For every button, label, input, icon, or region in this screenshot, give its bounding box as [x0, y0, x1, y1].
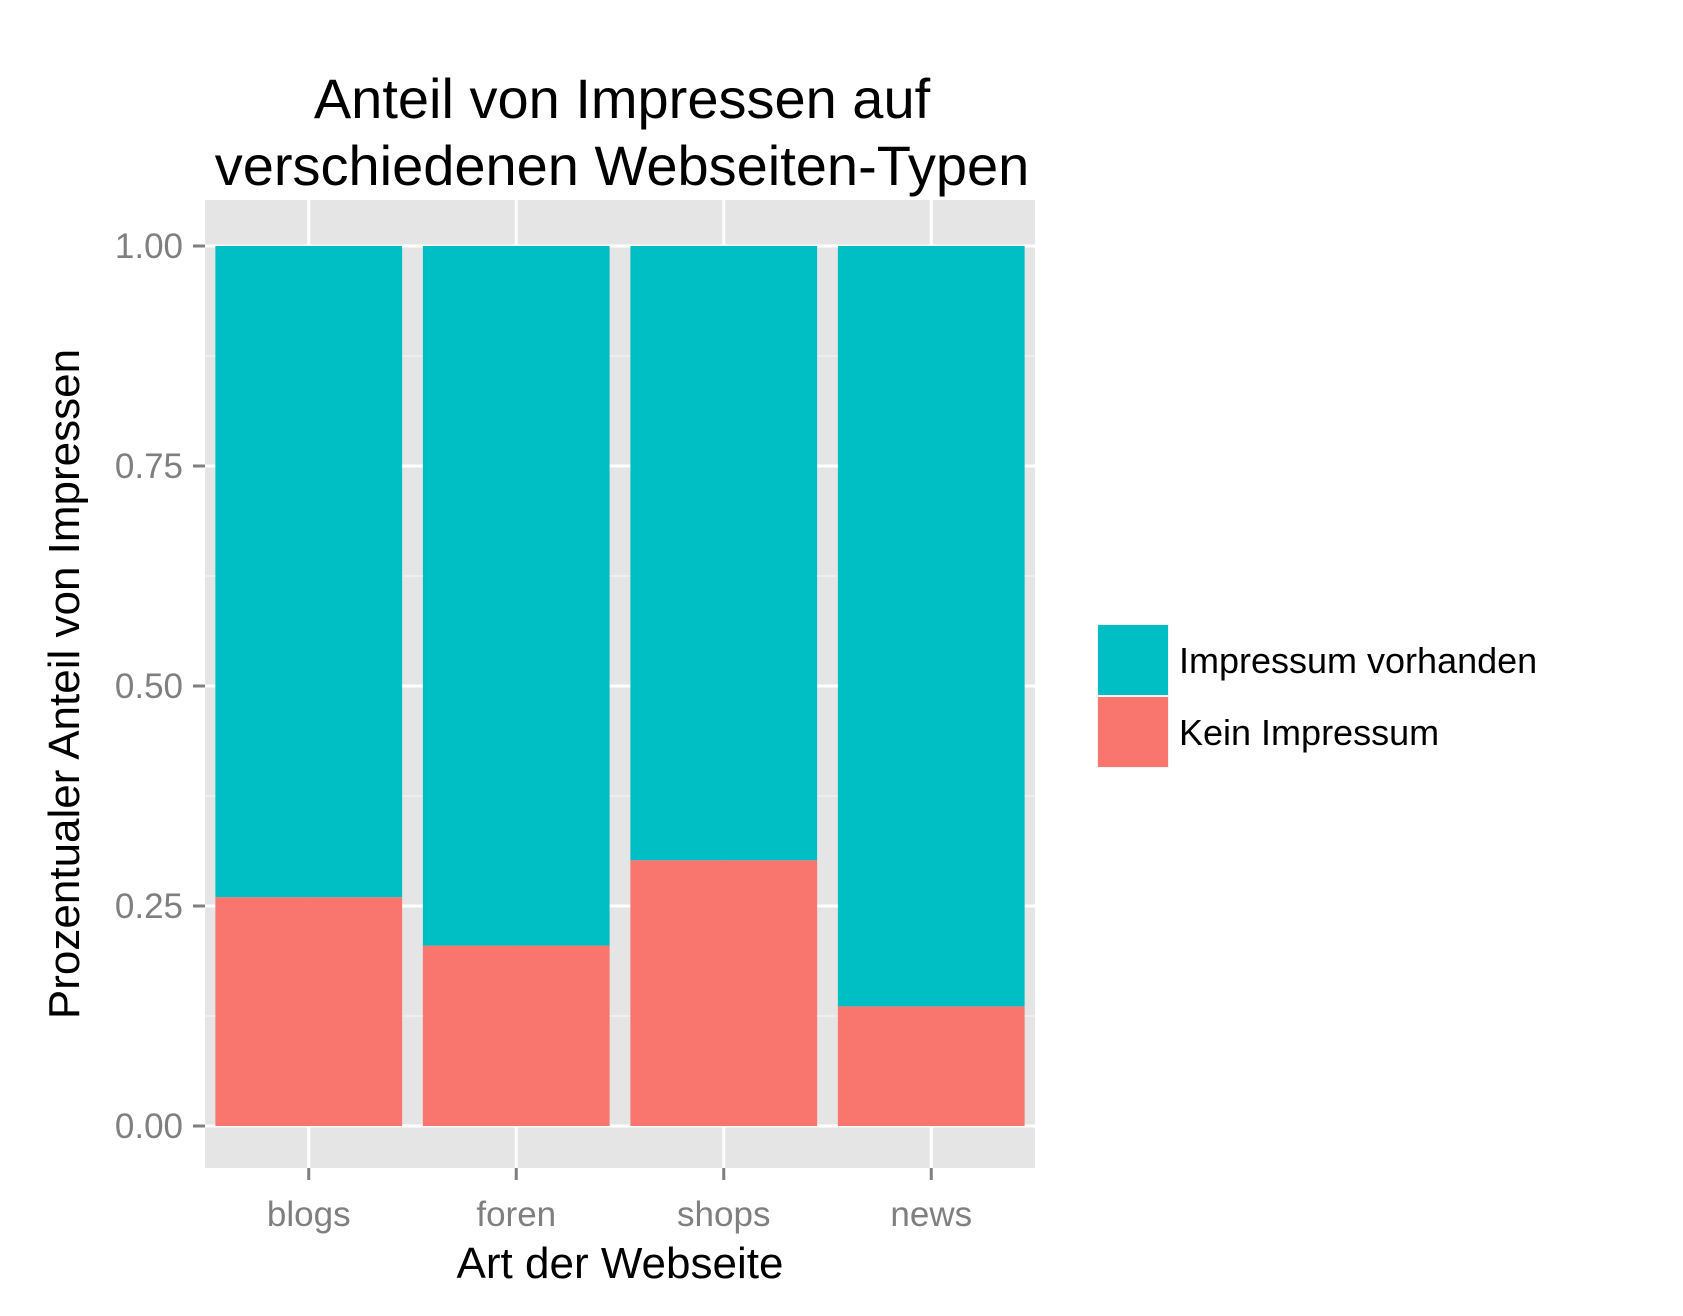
legend-label: Impressum vorhanden: [1179, 640, 1537, 681]
legend-key-kein-impressum: [1098, 697, 1168, 767]
legend-label: Kein Impressum: [1179, 712, 1439, 753]
x-tick-label-foren: foren: [476, 1195, 556, 1234]
legend-key-impressum-vorhanden: [1098, 625, 1168, 695]
y-axis-title: Prozentualer Anteil von Impressen: [40, 349, 89, 1019]
bar-news-kein-impressum: [837, 1006, 1025, 1126]
x-axis-title: Art der Webseite: [457, 1239, 784, 1288]
x-tick-label-blogs: blogs: [267, 1195, 351, 1234]
y-tick-label: 0.75: [115, 447, 183, 486]
axes: 0.00 0.25 0.50 0.75 1.00 blogs foren shops news: [115, 227, 972, 1234]
x-tick-label-shops: shops: [677, 1195, 770, 1234]
chart-title-line-2: verschiedenen Webseiten-Typen: [215, 134, 1030, 197]
bar-shops-impressum-vorhanden: [630, 246, 818, 861]
bar-blogs-impressum-vorhanden: [215, 246, 403, 898]
chart-title-line-1: Anteil von Impressen auf: [314, 67, 931, 130]
bar-news-impressum-vorhanden: [837, 246, 1025, 1007]
bar-foren-impressum-vorhanden: [422, 246, 610, 946]
y-tick-label: 0.00: [115, 1107, 183, 1146]
bar-foren-kein-impressum: [422, 945, 610, 1126]
y-tick-label: 1.00: [115, 227, 183, 266]
y-tick-label: 0.25: [115, 887, 183, 926]
bars: [215, 246, 1025, 1126]
x-tick-label-news: news: [890, 1195, 972, 1234]
bar-blogs-kein-impressum: [215, 897, 403, 1126]
y-tick-label: 0.50: [115, 667, 183, 706]
bar-shops-kein-impressum: [630, 860, 818, 1126]
legend: Impressum vorhanden Kein Impressum: [1097, 624, 1537, 768]
